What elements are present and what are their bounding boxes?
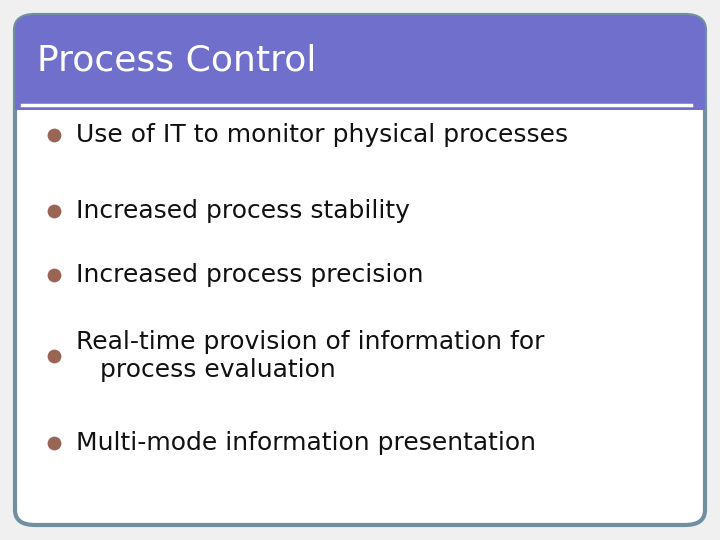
Text: Process Control: Process Control — [37, 44, 316, 78]
FancyBboxPatch shape — [15, 15, 705, 525]
Text: Increased process precision: Increased process precision — [76, 264, 423, 287]
Point — [48, 438, 60, 447]
Point — [48, 352, 60, 361]
Text: Multi-mode information presentation: Multi-mode information presentation — [76, 431, 536, 455]
Point — [48, 131, 60, 139]
Point — [48, 206, 60, 215]
Point — [48, 271, 60, 280]
Bar — [15, 68, 705, 110]
Text: Use of IT to monitor physical processes: Use of IT to monitor physical processes — [76, 123, 568, 147]
Text: Real-time provision of information for
   process evaluation: Real-time provision of information for p… — [76, 330, 544, 382]
FancyBboxPatch shape — [15, 15, 705, 110]
Text: Increased process stability: Increased process stability — [76, 199, 410, 222]
